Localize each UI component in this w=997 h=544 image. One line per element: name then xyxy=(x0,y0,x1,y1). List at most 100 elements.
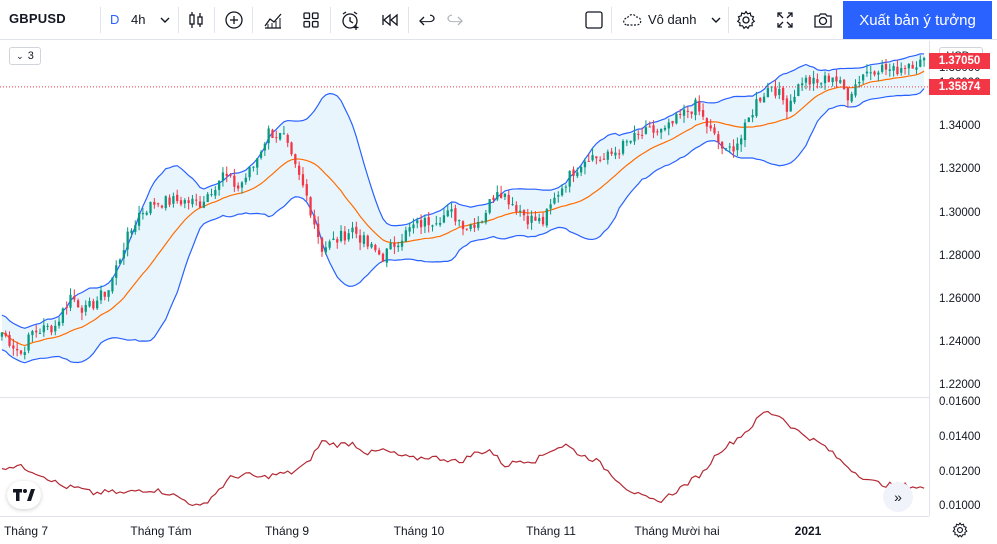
candle-body xyxy=(720,142,724,149)
indicators-icon[interactable] xyxy=(261,8,285,32)
candle-body xyxy=(427,217,430,226)
candle-body xyxy=(599,159,602,161)
candle-body xyxy=(286,134,289,143)
candle-body xyxy=(446,210,449,217)
gear-icon[interactable] xyxy=(734,8,758,32)
candle-body xyxy=(381,253,385,262)
price-axis[interactable]: 1.360001.340001.320001.300001.280001.260… xyxy=(929,41,997,516)
candle-body xyxy=(606,151,609,160)
add-indicator-icon[interactable] xyxy=(222,8,246,32)
candle-body xyxy=(629,140,632,143)
candle-body xyxy=(176,194,179,202)
indicator-tick-label: 0.01600 xyxy=(939,396,981,409)
time-tick-label: Tháng 10 xyxy=(393,524,445,538)
undo-icon[interactable] xyxy=(415,8,439,32)
candle-body xyxy=(374,244,377,251)
candle-body xyxy=(549,204,552,209)
chevron-down-icon[interactable] xyxy=(153,8,177,32)
candles-icon[interactable] xyxy=(184,8,208,32)
toolbar-divider xyxy=(728,7,729,33)
candle-body xyxy=(141,213,145,215)
cloud-icon[interactable] xyxy=(620,8,644,32)
top-toolbar: GBPUSD D 4h xyxy=(0,0,997,40)
candle-body xyxy=(511,204,514,206)
candle-body xyxy=(88,301,91,307)
candle-body xyxy=(900,68,903,73)
candle-body xyxy=(804,77,808,83)
indicator-tick-label: 0.01400 xyxy=(939,430,981,443)
legend-collapse-button[interactable]: ⌄ 3 xyxy=(9,47,41,65)
candle-body xyxy=(210,194,213,196)
candle-body xyxy=(99,290,103,301)
candle-body xyxy=(774,87,777,96)
candle-body xyxy=(461,221,465,230)
candle-body xyxy=(755,99,758,117)
interval-select[interactable]: 4h xyxy=(131,12,146,27)
candle-body xyxy=(278,133,282,140)
time-tick-label: Tháng 7 xyxy=(3,524,49,538)
tradingview-logo-icon[interactable] xyxy=(7,481,41,509)
indicator-pane[interactable] xyxy=(0,398,929,516)
candle-body xyxy=(839,80,842,83)
candle-body xyxy=(46,325,49,327)
candle-body xyxy=(4,333,7,336)
candle-body xyxy=(214,189,217,196)
candle-body xyxy=(118,259,122,265)
candle-body xyxy=(648,126,651,128)
symbol-search[interactable]: GBPUSD xyxy=(9,11,66,26)
candle-body xyxy=(759,97,762,102)
candle-body xyxy=(450,209,453,212)
candle-body xyxy=(823,75,827,84)
chevron-down-icon[interactable] xyxy=(704,8,728,32)
candle-body xyxy=(157,203,160,205)
candle-body xyxy=(290,142,293,155)
alert-icon[interactable] xyxy=(338,8,362,32)
candle-body xyxy=(915,67,918,70)
price-tick-label: 1.34000 xyxy=(939,120,981,133)
toolbar-divider xyxy=(178,7,179,33)
candle-body xyxy=(789,100,792,112)
candle-body xyxy=(473,224,476,228)
candle-body xyxy=(130,230,133,234)
candle-body xyxy=(557,195,560,197)
indicator-chart-svg xyxy=(1,410,925,507)
candle-body xyxy=(743,122,747,141)
camera-icon[interactable] xyxy=(811,8,835,32)
candle-body xyxy=(579,166,583,173)
candle-body xyxy=(625,141,629,143)
candle-body xyxy=(137,212,141,226)
time-axis[interactable]: Tháng 7 Tháng Tám Tháng 9 Tháng 10 Tháng 11 T… xyxy=(0,516,929,544)
candle-body xyxy=(568,170,571,187)
price-chart-svg xyxy=(0,53,929,364)
publish-idea-button[interactable]: Xuất bản ý tưởng xyxy=(843,1,992,39)
indicator-tick-label: 0.01200 xyxy=(939,465,981,478)
layout-name[interactable]: Vô danh xyxy=(648,12,697,27)
toolbar-divider xyxy=(252,7,253,33)
fullscreen-icon[interactable] xyxy=(773,8,797,32)
interval-prefix[interactable]: D xyxy=(110,12,120,27)
candle-body xyxy=(534,216,537,221)
square-icon[interactable] xyxy=(582,8,606,32)
scroll-to-realtime-icon[interactable]: » xyxy=(883,482,913,512)
current-price-badge: 1.37050 xyxy=(929,53,990,70)
gear-icon[interactable] xyxy=(950,520,970,540)
replay-icon[interactable] xyxy=(378,8,402,32)
candle-body xyxy=(854,84,857,96)
candle-body xyxy=(480,221,484,223)
price-pane[interactable] xyxy=(0,41,929,397)
candle-body xyxy=(297,165,301,175)
candle-body xyxy=(709,125,712,129)
candle-body xyxy=(816,79,819,83)
candle-body xyxy=(530,215,533,223)
candle-body xyxy=(256,158,259,168)
candle-body xyxy=(8,335,11,346)
candle-body xyxy=(400,240,404,247)
candle-body xyxy=(336,239,339,243)
redo-icon[interactable] xyxy=(443,8,467,32)
templates-icon[interactable] xyxy=(299,8,323,32)
pane-divider[interactable] xyxy=(0,397,929,398)
candle-body xyxy=(111,277,114,292)
candle-body xyxy=(65,307,68,309)
time-tick-label: Tháng 11 xyxy=(526,524,576,538)
time-tick-label: Tháng Mười hai xyxy=(634,524,720,538)
